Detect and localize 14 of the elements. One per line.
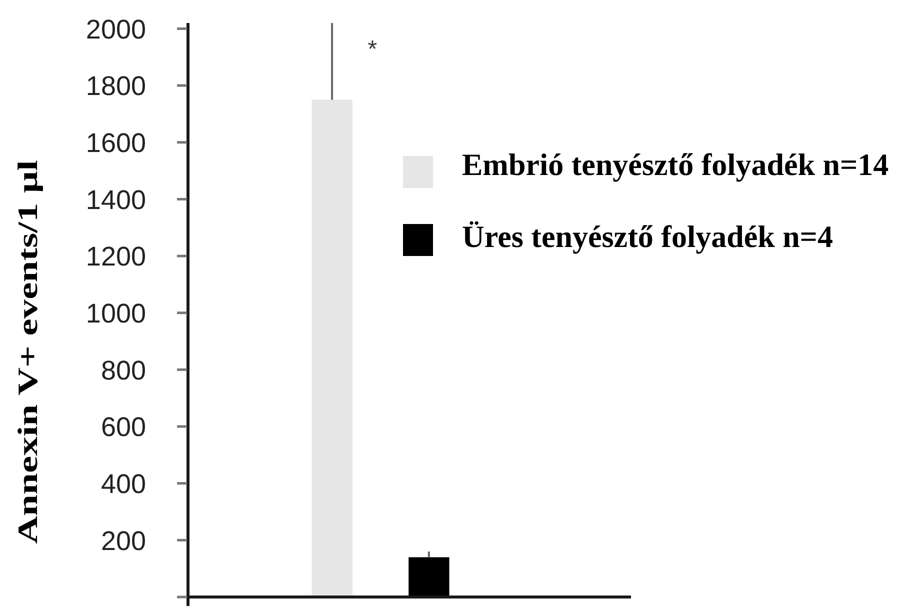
y-tick-label: 1200 <box>86 242 146 272</box>
y-tick-label: 1600 <box>86 128 146 158</box>
y-tick-label: 400 <box>100 469 146 500</box>
y-axis-title: Annexin V+ events/1 µl <box>12 160 44 544</box>
y-tick-label: 600 <box>100 412 146 442</box>
annotation: * <box>368 36 378 63</box>
y-tick-label: 1000 <box>86 298 146 329</box>
legend-label: Embrió tenyésztő folyadék n=14 <box>462 147 889 182</box>
y-tick-label: 800 <box>100 355 146 386</box>
y-tick-label: 1400 <box>86 184 146 215</box>
y-tick-label: 200 <box>100 526 146 556</box>
y-tick-label: 2000 <box>86 14 146 44</box>
y-tick-label: 1800 <box>86 71 146 102</box>
legend-label: Üres tenyésztő folyadék n=4 <box>462 219 833 254</box>
